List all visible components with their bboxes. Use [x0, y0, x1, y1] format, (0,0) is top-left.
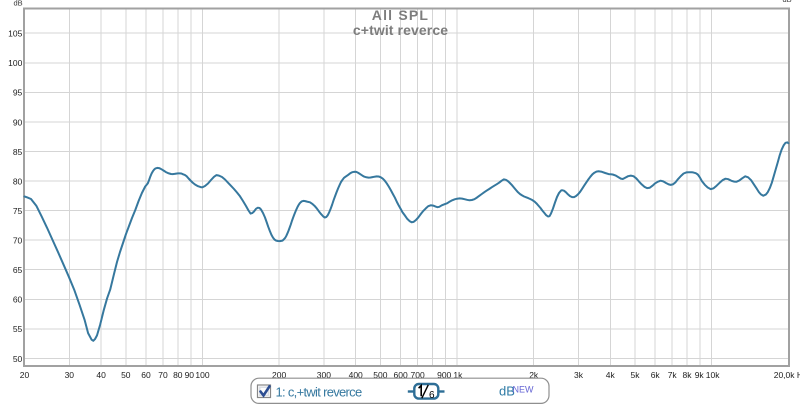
svg-text:95: 95: [13, 88, 23, 98]
svg-text:5k: 5k: [631, 370, 641, 380]
svg-text:6: 6: [429, 390, 435, 401]
svg-text:NEW: NEW: [513, 384, 535, 394]
svg-text:9k: 9k: [695, 370, 705, 380]
svg-text:1: c,+twit reverce: 1: c,+twit reverce: [276, 384, 362, 399]
svg-text:70: 70: [13, 236, 23, 246]
svg-text:3k: 3k: [574, 370, 584, 380]
svg-text:dB: dB: [14, 0, 23, 8]
svg-text:900: 900: [437, 370, 451, 380]
svg-text:6k: 6k: [651, 370, 661, 380]
svg-text:70: 70: [158, 370, 168, 380]
svg-text:4k: 4k: [606, 370, 616, 380]
svg-text:55: 55: [13, 324, 23, 334]
svg-text:1k: 1k: [453, 370, 463, 380]
svg-text:400: 400: [349, 370, 363, 380]
svg-text:20: 20: [20, 370, 30, 380]
svg-text:100: 100: [8, 58, 22, 68]
svg-text:c+twit reverce: c+twit reverce: [353, 22, 448, 38]
svg-text:75: 75: [13, 206, 23, 216]
svg-text:85: 85: [13, 147, 23, 157]
svg-text:500: 500: [373, 370, 387, 380]
svg-text:20,0k Hz: 20,0k Hz: [774, 370, 800, 380]
svg-text:90: 90: [13, 117, 23, 127]
svg-text:40: 40: [96, 370, 106, 380]
svg-text:50: 50: [121, 370, 131, 380]
svg-text:300: 300: [317, 370, 331, 380]
svg-text:All SPL: All SPL: [372, 7, 429, 23]
svg-text:200: 200: [272, 370, 286, 380]
svg-text:80: 80: [13, 176, 23, 186]
svg-text:700: 700: [411, 370, 425, 380]
svg-text:dB: dB: [499, 384, 515, 399]
svg-text:80: 80: [173, 370, 183, 380]
svg-text:60: 60: [141, 370, 151, 380]
svg-text:60: 60: [13, 295, 23, 305]
svg-text:65: 65: [13, 265, 23, 275]
svg-text:100: 100: [195, 370, 209, 380]
svg-text:8k: 8k: [683, 370, 693, 380]
svg-text:90: 90: [185, 370, 195, 380]
svg-text:50: 50: [13, 354, 23, 364]
svg-text:105: 105: [8, 29, 22, 39]
svg-text:10k: 10k: [706, 370, 720, 380]
svg-text:30: 30: [65, 370, 75, 380]
svg-text:dB: dB: [783, 0, 792, 4]
svg-text:7k: 7k: [668, 370, 678, 380]
svg-text:2k: 2k: [529, 370, 539, 380]
svg-text:600: 600: [394, 370, 408, 380]
